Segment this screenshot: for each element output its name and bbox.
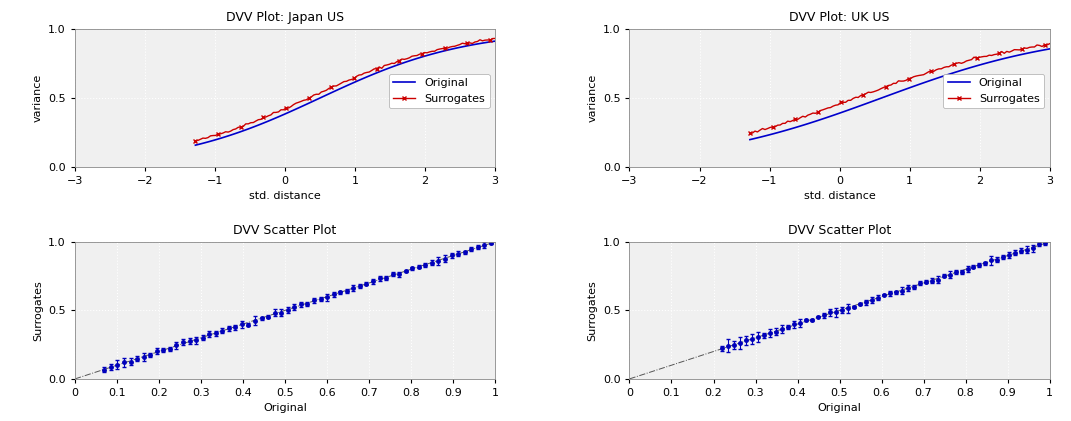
Legend: Original, Surrogates: Original, Surrogates [389, 74, 489, 108]
Surrogates [270, 110, 283, 115]
X-axis label: std. distance: std. distance [803, 191, 875, 201]
Title: DVV Plot: Japan US: DVV Plot: Japan US [226, 11, 344, 24]
Surrogates [1036, 44, 1049, 49]
Original [824, 114, 836, 119]
Original [909, 83, 922, 88]
X-axis label: Original: Original [817, 403, 861, 413]
Surrogates [425, 49, 438, 54]
Y-axis label: Surrogates: Surrogates [33, 280, 43, 341]
X-axis label: Original: Original [263, 403, 307, 413]
Surrogates [488, 36, 501, 41]
Surrogates [912, 73, 925, 78]
Surrogates [356, 72, 368, 77]
Line: Original: Original [195, 41, 495, 145]
Surrogates [743, 130, 756, 135]
Surrogates [395, 56, 408, 61]
Surrogates [188, 138, 201, 143]
Surrogates [252, 117, 265, 122]
Title: DVV Plot: UK US: DVV Plot: UK US [789, 11, 890, 24]
Original [980, 61, 993, 66]
Original [356, 77, 368, 82]
Surrogates [983, 53, 996, 58]
Y-axis label: Surrogates: Surrogates [587, 280, 598, 341]
Y-axis label: variance: variance [33, 74, 43, 122]
Surrogates [809, 111, 821, 116]
Original [252, 123, 265, 128]
Original [270, 115, 283, 120]
Surrogates [746, 131, 759, 136]
Y-axis label: variance: variance [587, 74, 598, 122]
Original [1034, 48, 1046, 53]
Original [806, 120, 819, 125]
Surrogates [1043, 41, 1056, 46]
Line: Surrogates: Surrogates [193, 36, 498, 143]
X-axis label: std. distance: std. distance [250, 191, 321, 201]
Original [488, 39, 501, 44]
Title: DVV Scatter Plot: DVV Scatter Plot [788, 224, 891, 237]
Original [188, 143, 201, 148]
Title: DVV Scatter Plot: DVV Scatter Plot [233, 224, 336, 237]
Original [395, 61, 408, 66]
Legend: Original, Surrogates: Original, Surrogates [944, 74, 1044, 108]
Line: Original: Original [750, 49, 1050, 140]
Original [479, 40, 492, 45]
Surrogates [952, 60, 965, 65]
Line: Surrogates: Surrogates [748, 41, 1052, 136]
Original [425, 51, 438, 56]
Original [1043, 46, 1056, 51]
Surrogates [479, 37, 492, 43]
Original [950, 69, 963, 75]
Original [743, 137, 756, 142]
Surrogates [827, 104, 840, 109]
